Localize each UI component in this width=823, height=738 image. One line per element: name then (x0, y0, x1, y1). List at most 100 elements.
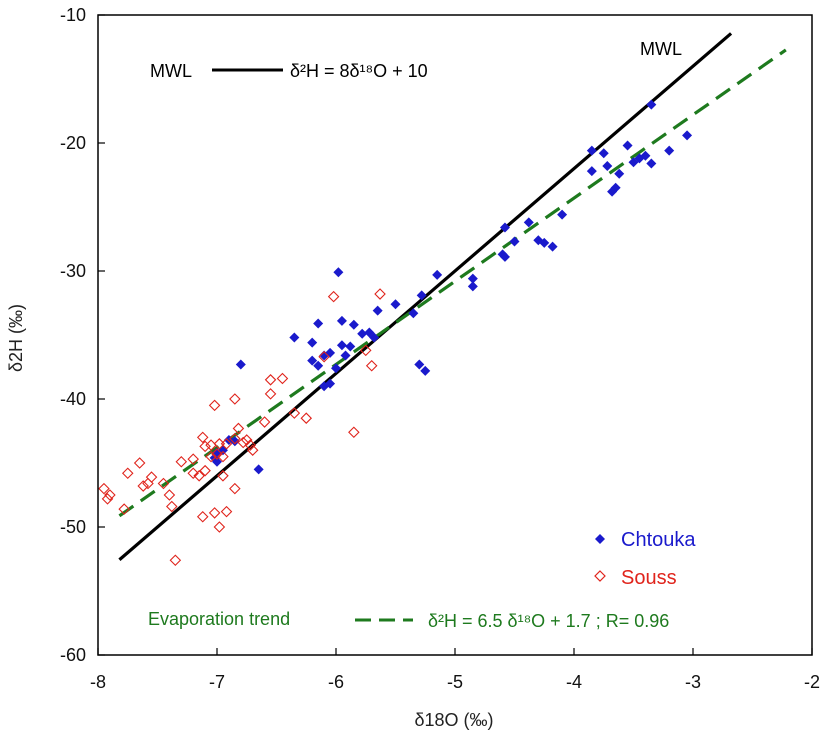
data-point (348, 426, 360, 439)
data-point (622, 140, 633, 151)
evaporation-equation: δ²H = 6.5 δ¹⁸O + 1.7 ; R= 0.96 (428, 611, 669, 631)
data-point (340, 350, 351, 361)
data-point (586, 145, 597, 156)
mwl-legend-label: MWL (150, 61, 192, 81)
data-point (229, 482, 241, 495)
data-point (240, 434, 253, 446)
data-point (307, 355, 318, 366)
data-point (348, 319, 359, 330)
data-point (416, 290, 427, 301)
data-point (313, 318, 324, 329)
data-point (217, 470, 229, 482)
data-point (253, 464, 264, 475)
x-tick-label: -5 (447, 672, 463, 692)
data-point (345, 341, 356, 352)
data-point (133, 457, 146, 469)
data-point (208, 399, 221, 412)
data-point (211, 448, 223, 460)
data-point (547, 241, 558, 252)
data-point (602, 161, 613, 172)
data-point (157, 477, 170, 490)
data-point (118, 503, 130, 515)
legend: Chtouka Souss (594, 529, 696, 589)
data-point (432, 269, 443, 280)
data-point (193, 470, 205, 482)
legend-chtouka-marker (595, 534, 605, 544)
x-tick-label: -7 (209, 672, 225, 692)
data-point (300, 412, 313, 424)
data-point (523, 217, 534, 228)
data-point (607, 186, 618, 197)
data-point (288, 407, 301, 419)
data-point (205, 450, 217, 463)
y-axis-ticks: -60 -50 -40 -30 -20 -10 (60, 5, 105, 665)
data-point (319, 350, 330, 361)
data-point (264, 374, 277, 386)
regression-lines (118, 32, 787, 561)
y-tick-label: -20 (60, 133, 86, 153)
data-point (244, 439, 257, 451)
data-point (318, 350, 330, 363)
data-point (414, 359, 425, 370)
y-tick-label: -30 (60, 261, 86, 281)
data-point (229, 393, 241, 405)
data-point (533, 235, 544, 246)
data-point (586, 166, 597, 177)
data-point (196, 510, 209, 523)
data-point (374, 288, 386, 300)
mwl-line-end-label: MWL (640, 39, 682, 59)
data-point (557, 209, 568, 220)
data-point (199, 440, 211, 453)
x-tick-label: -4 (566, 672, 582, 692)
data-point (408, 308, 419, 319)
data-point (331, 363, 341, 374)
data-point (98, 482, 110, 495)
data-point (628, 157, 639, 168)
data-point (166, 500, 178, 513)
data-point (467, 281, 478, 292)
data-point (499, 222, 510, 233)
series-chtouka (209, 99, 693, 475)
legend-souss-marker (594, 570, 606, 582)
data-point (336, 315, 347, 326)
data-point (169, 554, 182, 567)
legend-chtouka-label: Chtouka (621, 529, 696, 551)
data-point (369, 332, 380, 343)
x-tick-label: -6 (328, 672, 344, 692)
data-point (246, 444, 259, 456)
data-point (390, 299, 401, 310)
data-point (640, 150, 651, 161)
data-point (336, 340, 347, 351)
data-point (319, 381, 330, 392)
y-tick-label: -10 (60, 5, 86, 25)
y-tick-label: -60 (60, 645, 86, 665)
data-point (307, 337, 318, 348)
evaporation-trend-label: Evaporation trend (148, 609, 290, 629)
data-point (420, 365, 431, 376)
data-point (327, 290, 340, 303)
data-point (357, 328, 368, 339)
data-point (187, 453, 199, 465)
data-point (509, 236, 520, 247)
data-point (196, 431, 209, 444)
data-point (213, 438, 226, 450)
data-point (237, 436, 249, 449)
series-souss (98, 288, 386, 567)
data-point (333, 267, 344, 278)
data-points (98, 99, 693, 567)
data-point (137, 480, 149, 492)
data-point (372, 305, 383, 316)
data-point (289, 332, 300, 343)
plot-frame (97, 14, 813, 656)
data-point (232, 422, 245, 435)
data-point (121, 467, 134, 480)
x-tick-label: -3 (685, 672, 701, 692)
data-point (646, 99, 657, 110)
data-point (187, 467, 199, 480)
data-point (208, 507, 221, 519)
data-point (217, 450, 229, 463)
data-point (229, 432, 241, 445)
mwl-equation: δ²H = 8δ¹⁸O + 10 (290, 61, 428, 81)
legend-souss-label: Souss (621, 567, 677, 589)
data-point (682, 130, 693, 141)
